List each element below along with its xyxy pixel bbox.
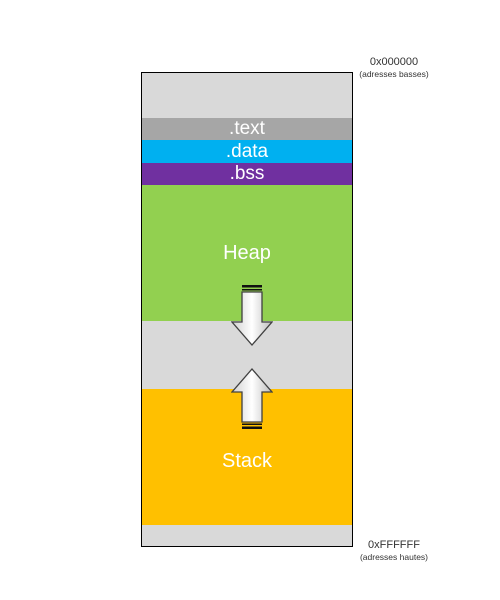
low-address-value: 0x000000 [352, 56, 436, 69]
high-address-label: 0xFFFFFF (adresses hautes) [352, 539, 436, 563]
bss-segment: .bss [142, 163, 352, 185]
low-address-note: (adresses basses) [352, 69, 436, 80]
down-arrow-icon [231, 285, 273, 347]
bss-segment-label: .bss [230, 163, 265, 184]
high-address-value: 0xFFFFFF [352, 539, 436, 552]
text-segment-label: .text [229, 118, 265, 139]
stack-segment-label: Stack [142, 450, 352, 473]
heap-segment-label: Heap [142, 242, 352, 265]
text-segment: .text [142, 118, 352, 140]
up-arrow-icon [231, 367, 273, 429]
data-segment-label: .data [226, 141, 268, 162]
high-address-note: (adresses hautes) [352, 552, 436, 563]
low-address-label: 0x000000 (adresses basses) [352, 56, 436, 80]
memory-layout: .text .data .bss Heap Stack [141, 72, 353, 547]
data-segment: .data [142, 140, 352, 163]
